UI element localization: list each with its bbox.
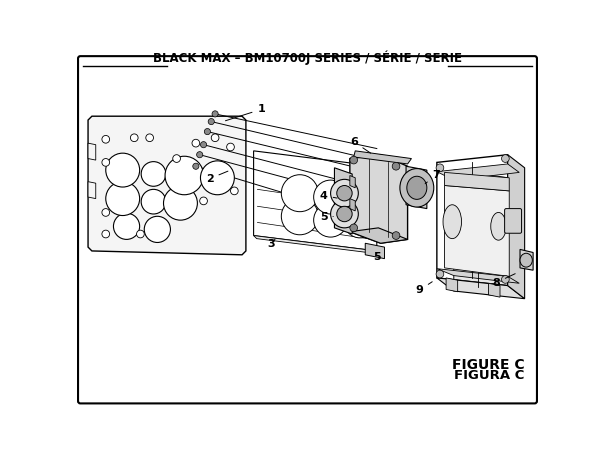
Ellipse shape	[227, 143, 235, 151]
Ellipse shape	[102, 230, 110, 238]
Polygon shape	[350, 155, 407, 243]
Ellipse shape	[436, 164, 444, 172]
Ellipse shape	[350, 156, 358, 164]
Polygon shape	[350, 176, 355, 188]
Ellipse shape	[102, 158, 110, 166]
Ellipse shape	[106, 153, 140, 187]
Ellipse shape	[205, 128, 211, 135]
Ellipse shape	[331, 200, 358, 228]
Polygon shape	[488, 283, 500, 297]
Polygon shape	[437, 278, 524, 298]
Ellipse shape	[502, 276, 509, 283]
Ellipse shape	[502, 155, 509, 162]
Polygon shape	[88, 116, 246, 255]
Ellipse shape	[491, 212, 506, 240]
Text: FIGURE C: FIGURE C	[452, 358, 524, 372]
Polygon shape	[445, 172, 509, 191]
Text: 1: 1	[226, 104, 265, 121]
Ellipse shape	[314, 180, 347, 214]
Polygon shape	[254, 236, 380, 254]
Ellipse shape	[102, 136, 110, 143]
Text: 5: 5	[373, 252, 380, 262]
Ellipse shape	[197, 152, 203, 158]
Polygon shape	[446, 278, 458, 292]
Ellipse shape	[331, 179, 358, 207]
Text: 6: 6	[350, 136, 371, 153]
Ellipse shape	[344, 184, 375, 215]
Ellipse shape	[193, 163, 199, 169]
Polygon shape	[454, 170, 519, 291]
Ellipse shape	[208, 118, 214, 125]
Polygon shape	[350, 198, 355, 211]
Polygon shape	[520, 249, 533, 270]
Ellipse shape	[141, 162, 166, 186]
Ellipse shape	[200, 197, 208, 205]
Text: 7: 7	[425, 170, 440, 184]
Text: 8: 8	[493, 274, 515, 288]
Polygon shape	[354, 151, 412, 164]
Ellipse shape	[137, 230, 144, 238]
Ellipse shape	[164, 186, 197, 220]
Ellipse shape	[400, 168, 434, 207]
Polygon shape	[88, 182, 96, 198]
Text: 3: 3	[268, 239, 275, 249]
FancyBboxPatch shape	[505, 208, 521, 233]
Polygon shape	[445, 186, 509, 276]
Text: FIGURA C: FIGURA C	[454, 369, 524, 382]
Text: 9: 9	[415, 282, 432, 295]
Ellipse shape	[165, 156, 203, 195]
Ellipse shape	[212, 111, 218, 117]
Ellipse shape	[281, 175, 318, 212]
Ellipse shape	[173, 155, 181, 162]
Polygon shape	[508, 155, 524, 298]
Polygon shape	[350, 228, 407, 243]
Ellipse shape	[520, 253, 532, 267]
Text: 2: 2	[206, 171, 228, 184]
Ellipse shape	[314, 203, 347, 237]
Ellipse shape	[407, 176, 427, 199]
Ellipse shape	[106, 182, 140, 216]
Ellipse shape	[337, 206, 352, 222]
Ellipse shape	[192, 139, 200, 147]
Ellipse shape	[443, 205, 461, 238]
Ellipse shape	[146, 134, 154, 142]
Ellipse shape	[211, 134, 219, 142]
Ellipse shape	[200, 142, 206, 148]
Polygon shape	[334, 168, 352, 234]
Text: BLACK MAX – BM10700J SERIES / SÉRIE / SERIE: BLACK MAX – BM10700J SERIES / SÉRIE / SE…	[153, 51, 462, 66]
Ellipse shape	[144, 216, 170, 243]
Polygon shape	[437, 164, 519, 180]
Ellipse shape	[102, 208, 110, 216]
Polygon shape	[88, 143, 96, 160]
Ellipse shape	[113, 213, 140, 239]
Ellipse shape	[392, 162, 400, 170]
Polygon shape	[437, 268, 519, 283]
Ellipse shape	[281, 198, 318, 235]
Ellipse shape	[141, 189, 166, 214]
Text: 4: 4	[320, 191, 337, 201]
Ellipse shape	[350, 224, 358, 232]
Ellipse shape	[436, 270, 444, 278]
Polygon shape	[406, 166, 427, 208]
Ellipse shape	[337, 186, 352, 201]
Ellipse shape	[344, 207, 375, 238]
Ellipse shape	[130, 134, 138, 142]
Polygon shape	[365, 243, 385, 258]
Text: 5: 5	[320, 212, 333, 222]
Ellipse shape	[200, 161, 235, 195]
Ellipse shape	[392, 232, 400, 239]
Ellipse shape	[230, 187, 238, 195]
